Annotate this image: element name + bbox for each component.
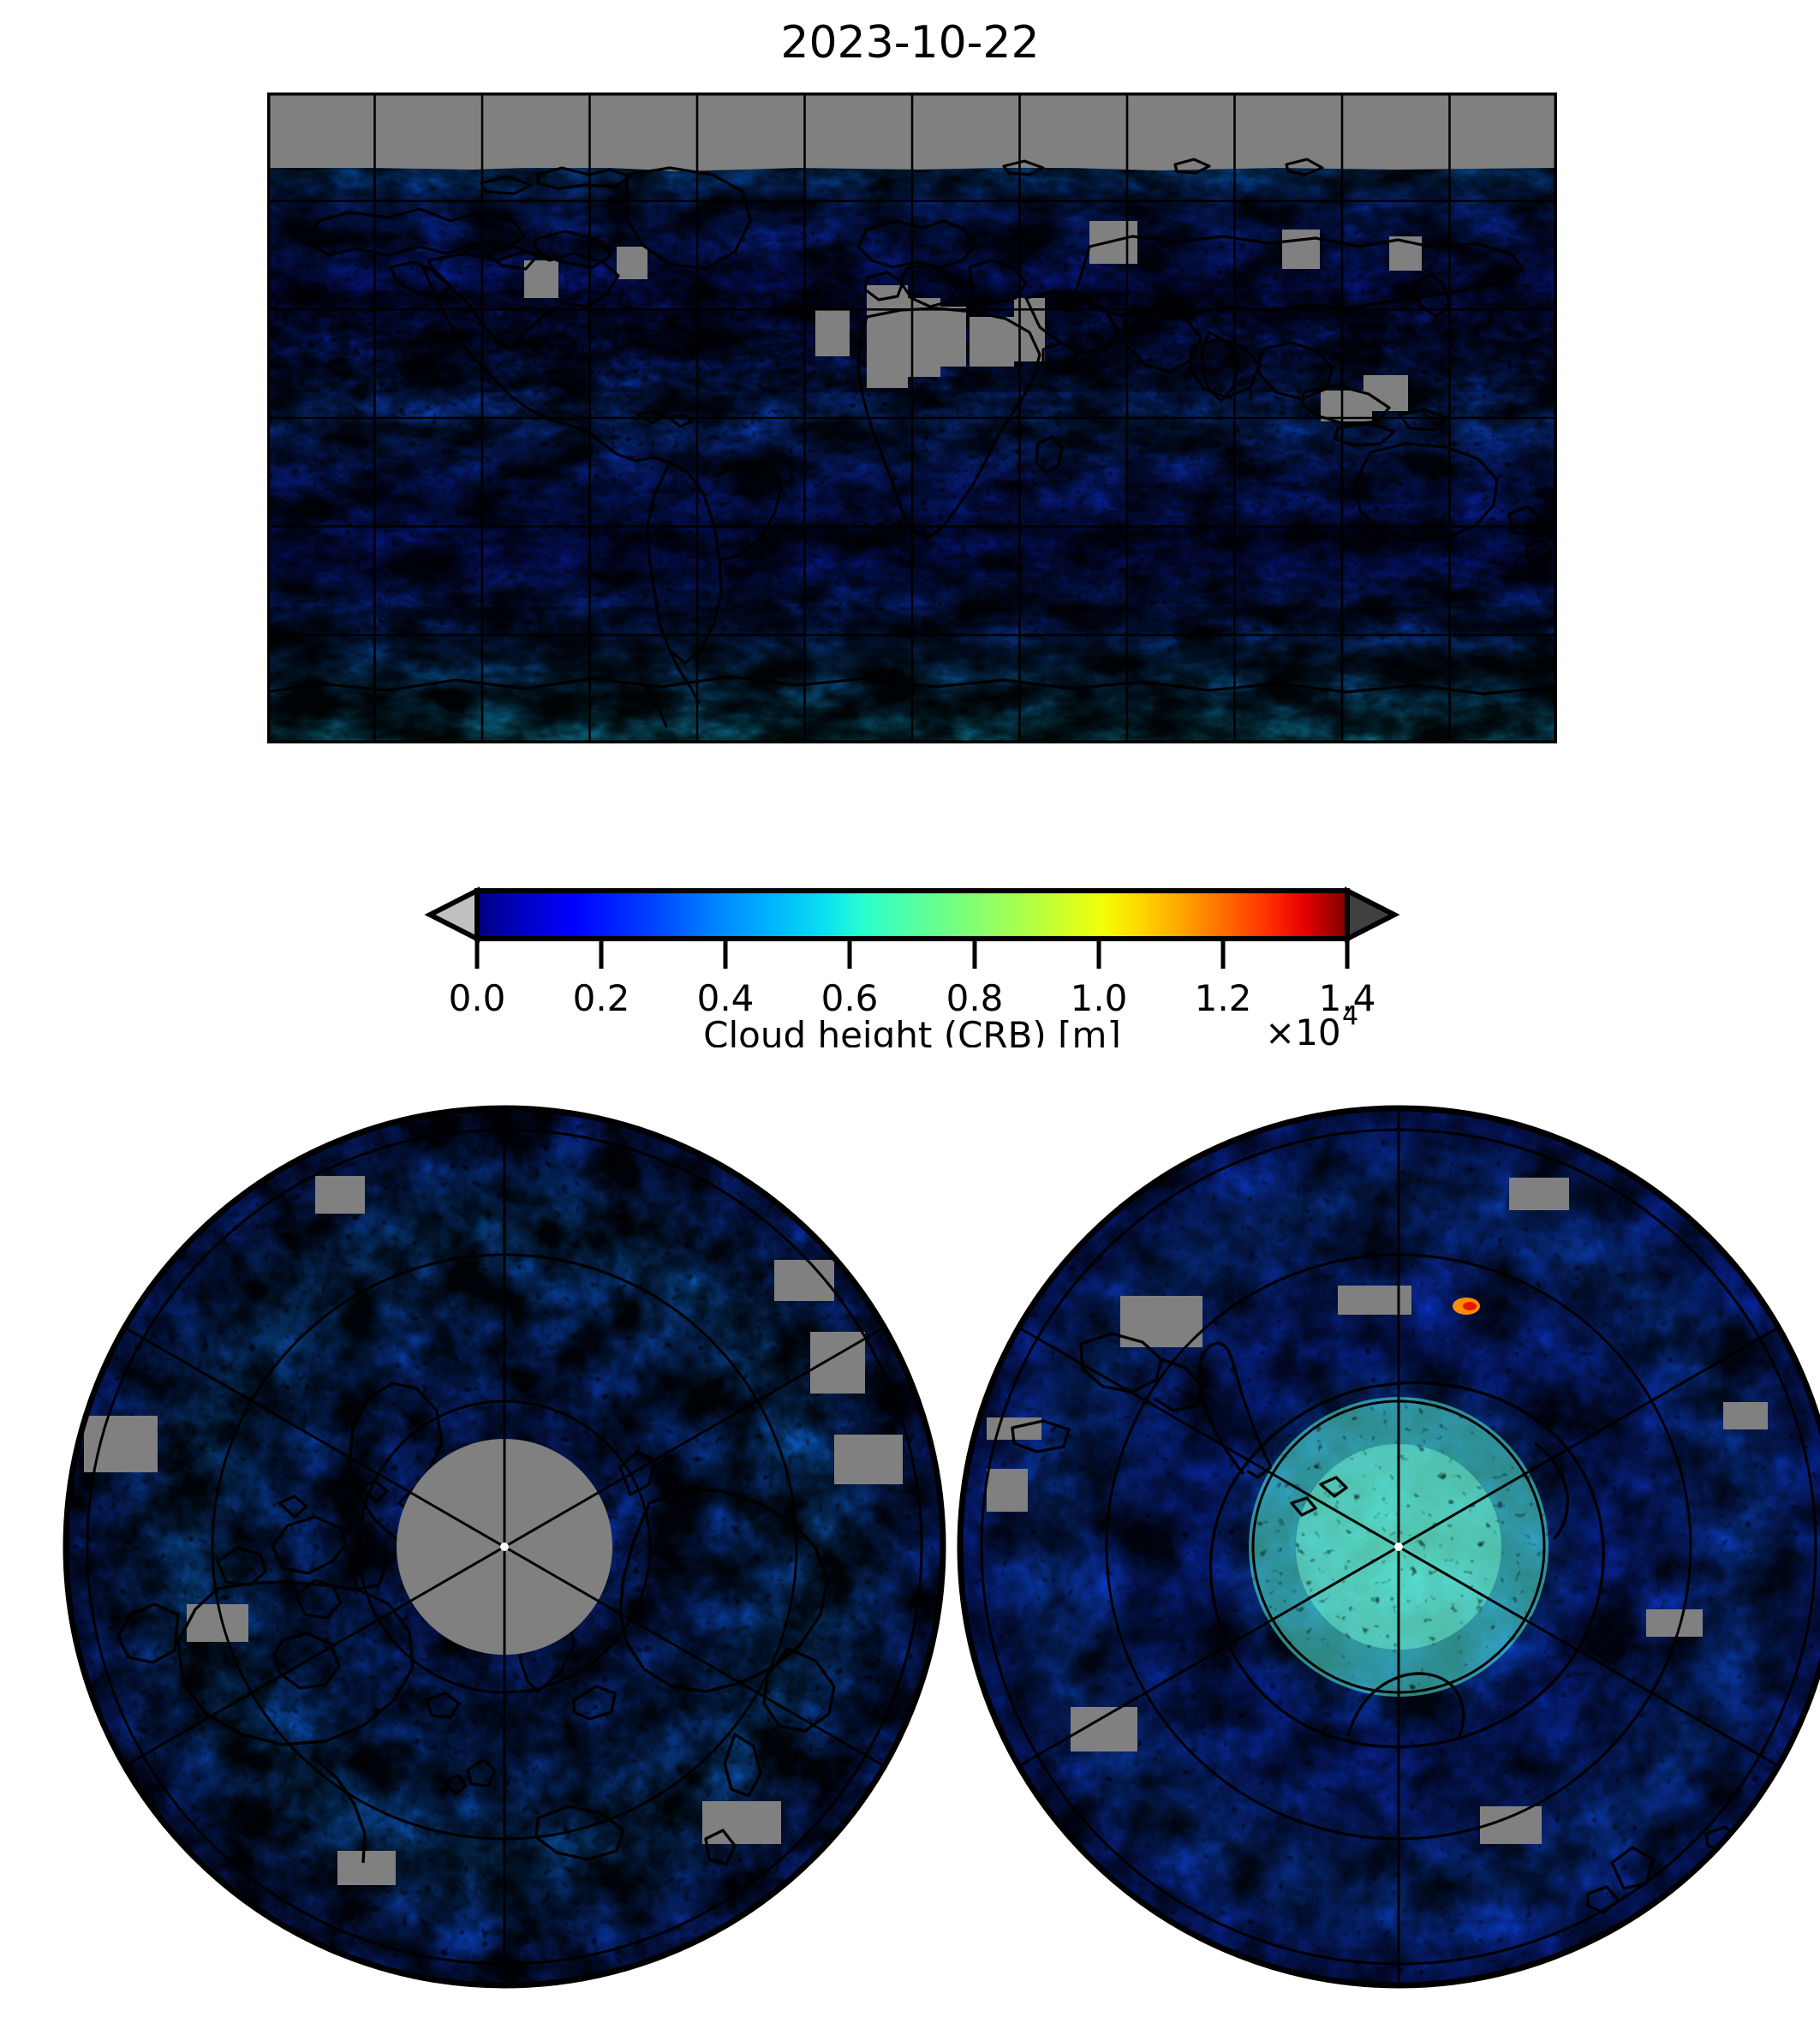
global-map-svg: [267, 92, 1557, 743]
colorbar-svg[interactable]: 0.0 0.2 0.4 0.6 0.8 1.0 1.2 1.4 Cloud he…: [424, 863, 1400, 1047]
north-nodata-blocks: [84, 1176, 903, 1885]
north-polar-panel: [58, 1101, 951, 1993]
colorbar-tick-label: 0.2: [573, 977, 630, 1019]
colorbar-panel: 0.0 0.2 0.4 0.6 0.8 1.0 1.2 1.4 Cloud he…: [424, 863, 1400, 1047]
south-polar-svg: [957, 1105, 1820, 1989]
south-polar-panel: [952, 1101, 1820, 1993]
colorbar-over-arrow: [1345, 886, 1400, 943]
colorbar-tick-label: 0.6: [821, 977, 879, 1019]
colorbar-offset-exponent: 4: [1342, 1001, 1358, 1031]
colorbar-axis-label: Cloud height (CRB) [m]: [703, 1014, 1121, 1047]
colorbar-ticks: [474, 940, 1350, 969]
colorbar-tick-label: 1.2: [1195, 977, 1252, 1019]
global-map-gridlines: [267, 92, 1557, 743]
south-pole-marker: [1394, 1543, 1403, 1551]
colorbar-tick-label: 0.0: [449, 977, 506, 1019]
south-high-cloud-spot: [1453, 1298, 1480, 1315]
colorbar-offset-base: ×10: [1265, 1012, 1341, 1047]
colorbar-tick-label: 1.4: [1319, 977, 1376, 1019]
north-pole-marker: [500, 1543, 509, 1551]
south-polar-frame: [957, 1105, 1820, 1989]
north-polar-svg: [63, 1105, 946, 1989]
colorbar-offset-text: ×10 4: [1265, 1001, 1358, 1047]
no-data-blocks: [524, 221, 1422, 421]
colorbar-tick-label: 0.8: [946, 977, 1004, 1019]
south-coastlines: [1011, 1332, 1739, 1914]
colorbar-gradient[interactable]: [474, 888, 1350, 941]
colorbar-under-arrow: [424, 886, 480, 943]
figure-title: 2023-10-22: [780, 17, 1040, 69]
global-map-panel: [267, 92, 1557, 743]
north-polar-frame: [63, 1105, 946, 1989]
south-nodata-blocks: [987, 1178, 1768, 1844]
colorbar-tick-label: 0.4: [697, 977, 755, 1019]
colorbar-tick-labels: 0.0 0.2 0.4 0.6 0.8 1.0 1.2 1.4: [449, 977, 1376, 1019]
colorbar-tick-label: 1.0: [1071, 977, 1128, 1019]
